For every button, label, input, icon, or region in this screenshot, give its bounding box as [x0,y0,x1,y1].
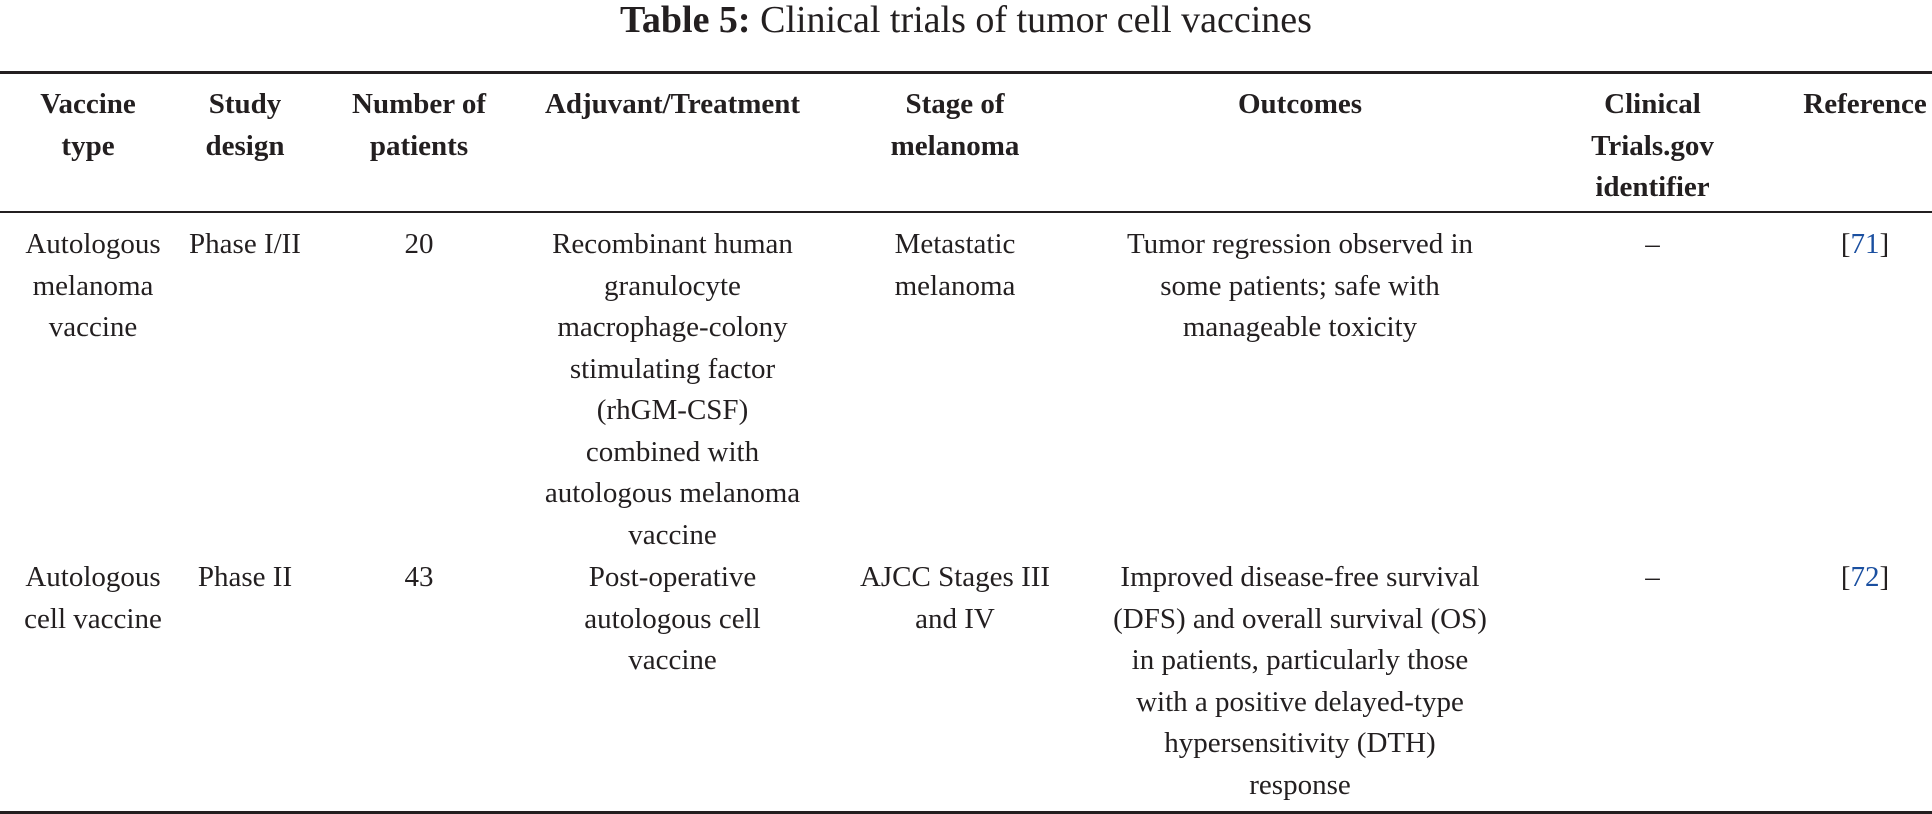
row1-patients: 20 [404,228,434,260]
header-number-of-patients: Number of patients [352,88,486,162]
row2-treatment: Post-operative autologous cell vaccine [584,561,761,676]
header-study-design: Study design [205,88,285,162]
row1-identifier: – [1645,228,1660,260]
row1-study-design: Phase I/II [189,228,301,260]
reference-link-72[interactable]: 72 [1850,561,1880,593]
row1-stage: Metastatic melanoma [894,228,1016,302]
row2-stage: AJCC Stages III and IV [859,561,1051,635]
reference-link-71[interactable]: 71 [1850,228,1880,260]
table-bottom-rule [0,811,1932,814]
row1-reference: [71] [1840,228,1890,260]
row1-vaccine-type: Autologous melanoma vaccine [25,228,161,343]
row2-reference: [72] [1840,561,1890,593]
header-vaccine-type: Vaccine type [40,88,136,162]
row2-identifier: – [1645,561,1660,593]
header-stage-of-melanoma: Stage of melanoma [890,88,1020,162]
header-adjuvant-treatment: Adjuvant/Treatment [544,88,801,120]
table-label: Table 5: [620,0,751,41]
row2-outcomes: Improved disease-free survival (DFS) and… [1113,561,1487,801]
header-clinicaltrials-identifier: Clinical Trials.gov identifier [1591,88,1714,203]
row2-vaccine-type: Autologous cell vaccine [24,561,162,635]
table-top-rule [0,71,1932,74]
row2-study-design: Phase II [197,561,293,593]
table-header-rule [0,211,1932,213]
header-outcomes: Outcomes [1237,88,1363,120]
row1-outcomes: Tumor regression observed in some patien… [1126,228,1474,343]
table-caption: Table 5: Clinical trials of tumor cell v… [0,0,1932,40]
table-title: Clinical trials of tumor cell vaccines [750,0,1312,41]
row1-treatment: Recombinant human granulocyte macrophage… [544,228,801,551]
row2-patients: 43 [404,561,434,593]
header-reference: Reference [1803,88,1927,120]
